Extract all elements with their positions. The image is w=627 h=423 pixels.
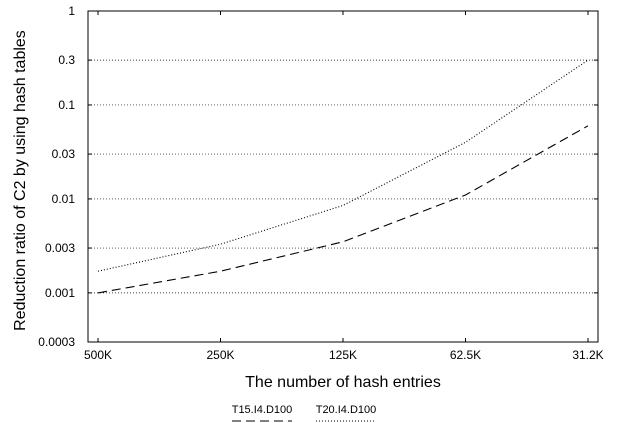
x-tick-label: 250K [206,348,234,362]
legend-label: T15.I4.D100 [232,404,293,416]
y-axis: 1 0.3 0.1 0.03 0.01 0.003 0.001 0.0003 [38,4,598,349]
x-tick-label: 125K [329,348,357,362]
series-line-t15-i4-d100 [97,125,589,294]
x-axis: 500K 250K 125K 62.5K 31.2K [84,11,604,362]
series-line-t20-i4-d100 [97,59,589,272]
legend: T15.I4.D100 T20.I4.D100 [232,404,377,422]
y-tick-label: 0.03 [52,147,76,161]
legend-label: T20.I4.D100 [316,404,377,416]
y-tick-label: 0.01 [52,192,76,206]
series-lines [97,59,589,294]
plot-frame [87,10,599,343]
x-tick-label: 500K [84,348,112,362]
x-axis-title: The number of hash entries [245,374,441,391]
y-tick-label: 0.0003 [38,335,75,349]
grid-lines [88,59,598,294]
x-tick-label: 62.5K [450,348,481,362]
y-axis-title: Reduction ratio of C2 by using hash tabl… [12,30,29,331]
y-tick-label: 0.003 [45,241,75,255]
y-tick-label: 0.001 [45,286,75,300]
y-tick-label: 0.1 [58,98,75,112]
y-tick-label: 1 [68,4,75,18]
y-tick-label: 0.3 [58,53,75,67]
x-tick-label: 31.2K [572,348,603,362]
